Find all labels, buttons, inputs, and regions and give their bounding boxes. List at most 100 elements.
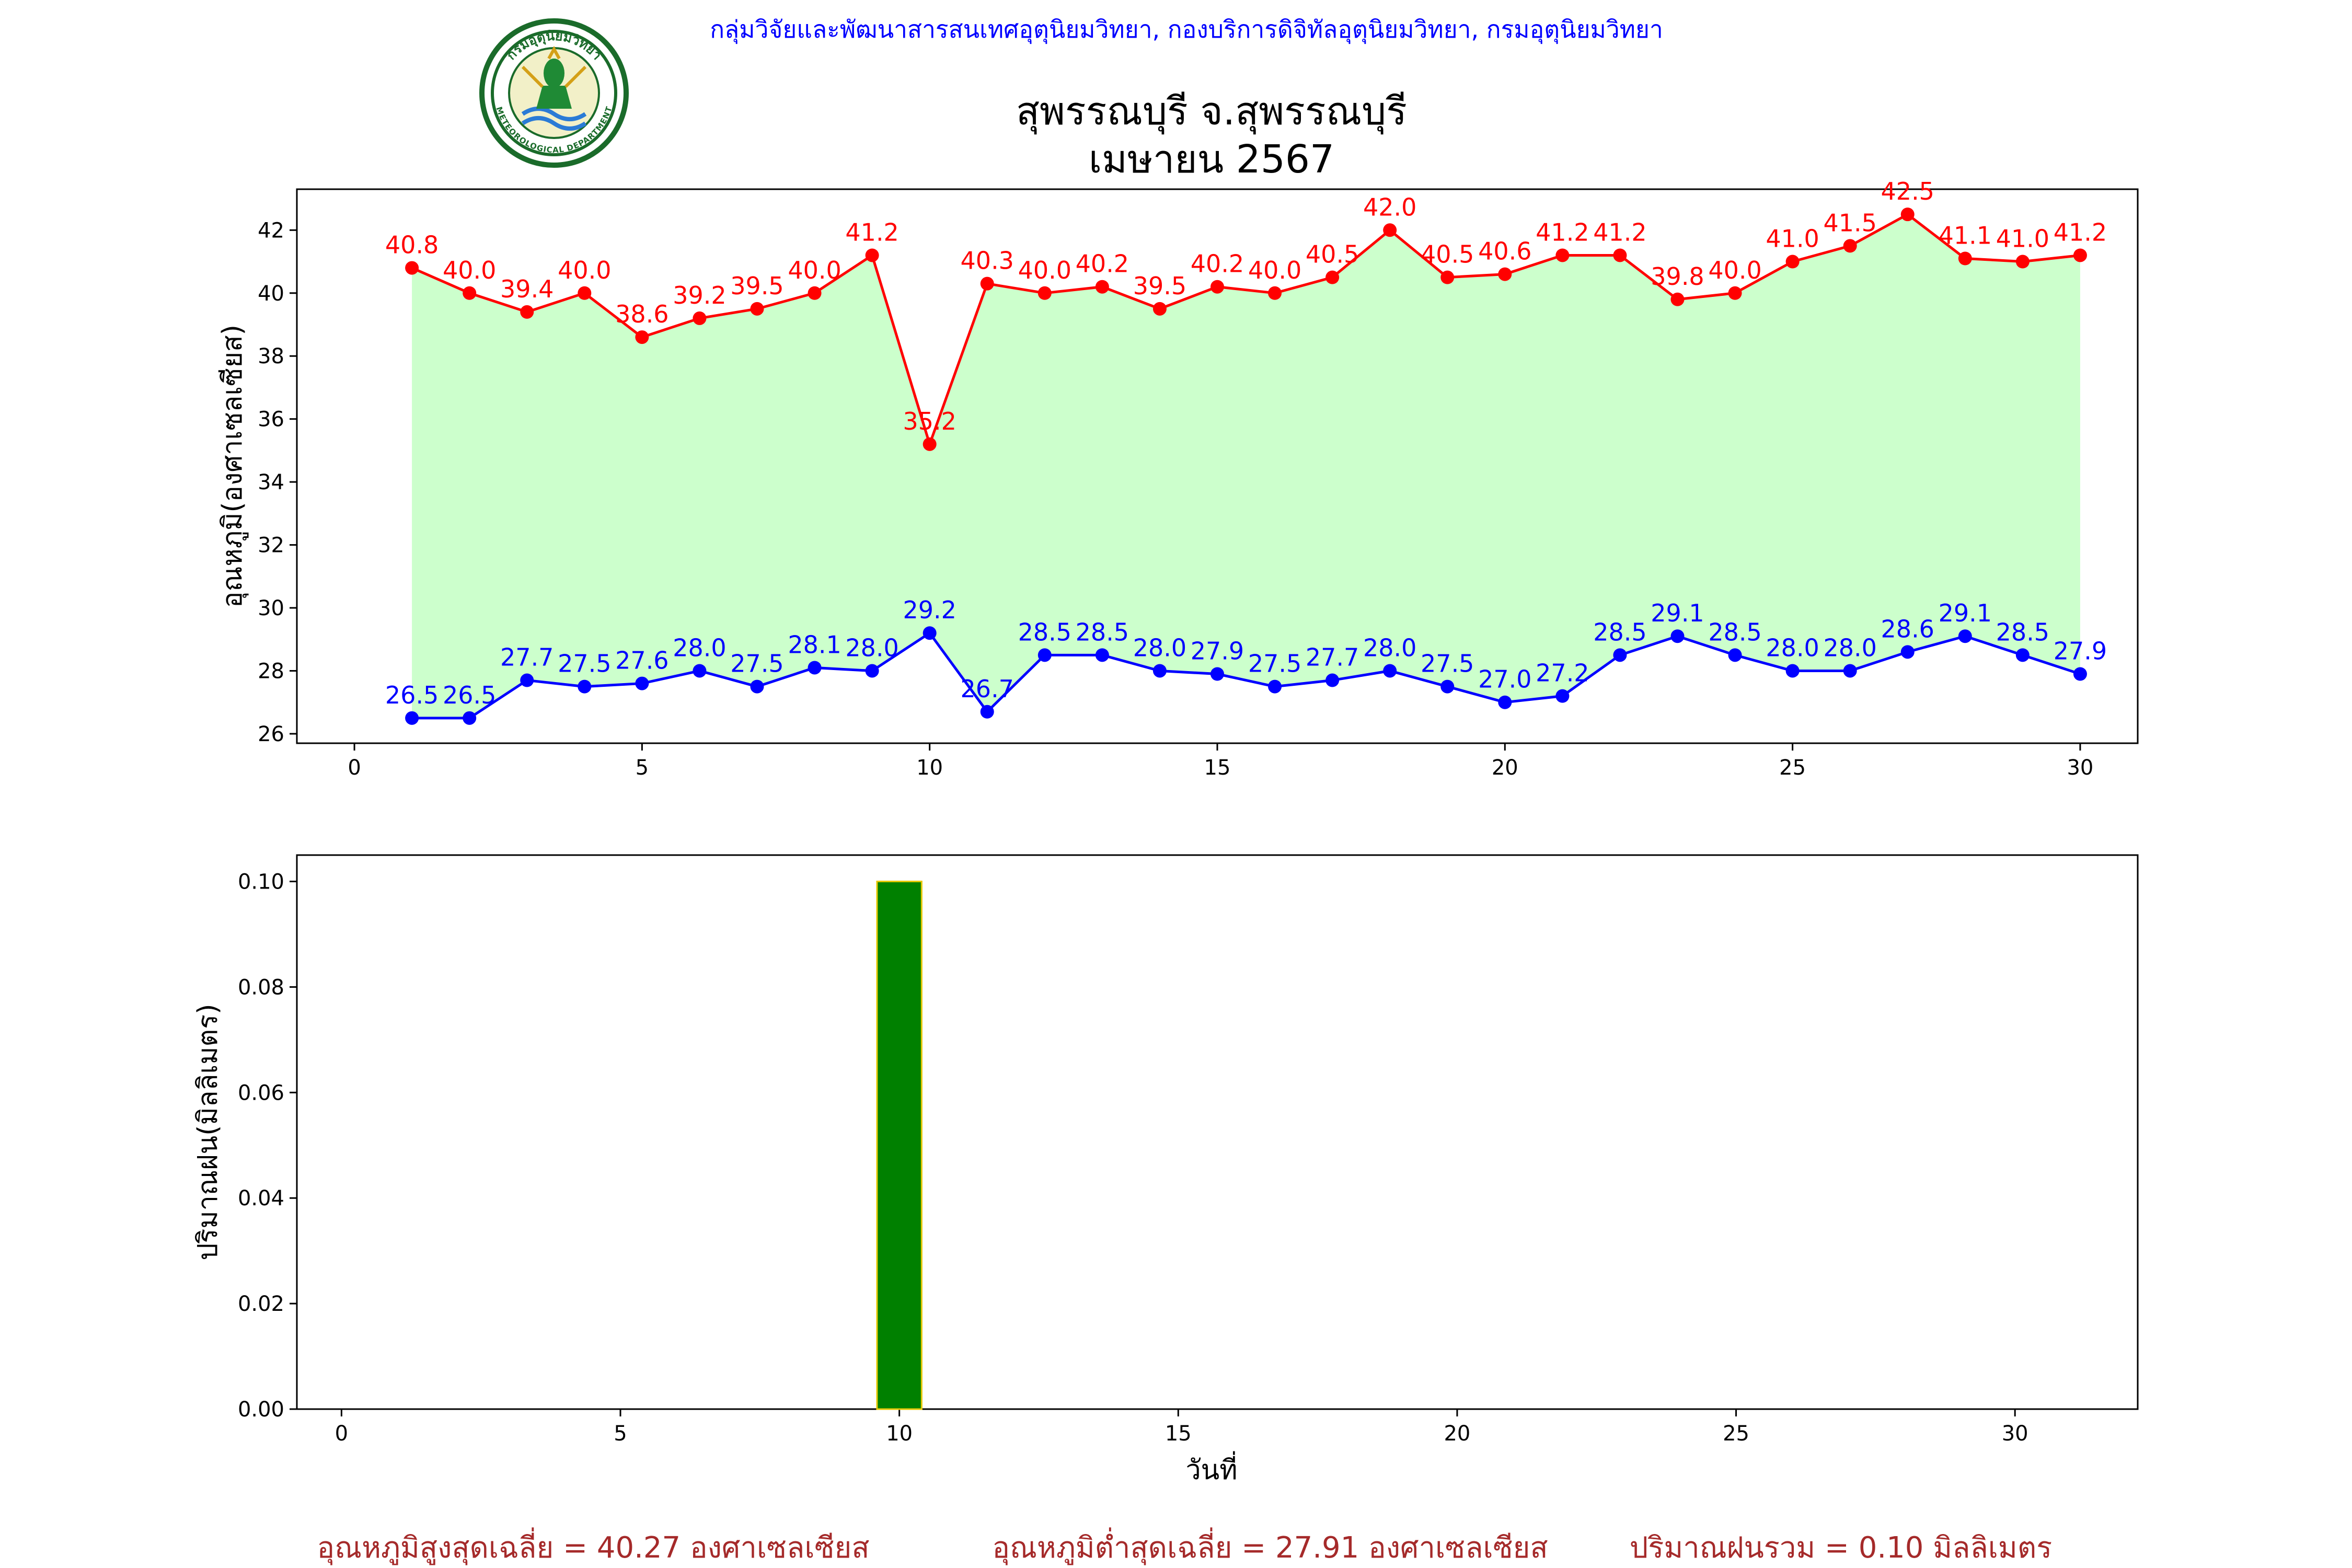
max-temperature-point <box>635 330 649 344</box>
max-temperature-point <box>693 311 707 325</box>
min-temperature-data-label: 28.5 <box>1076 618 1129 646</box>
chart-period-title: เมษายน 2567 <box>1089 137 1334 182</box>
rainfall-y-tick-label: 0.04 <box>238 1186 284 1210</box>
min-temperature-point <box>1958 629 1972 643</box>
min-temperature-data-label: 28.0 <box>1766 633 1819 662</box>
temperature-y-tick-label: 42 <box>258 218 284 243</box>
max-temperature-point <box>2015 255 2030 269</box>
rainfall-y-tick-label: 0.02 <box>238 1292 284 1316</box>
max-temperature-data-label: 40.5 <box>1306 240 1359 269</box>
max-temperature-data-label: 39.5 <box>1133 272 1186 300</box>
min-temperature-data-label: 28.1 <box>788 630 841 659</box>
max-temperature-point <box>578 286 592 300</box>
max-temperature-data-label: 40.5 <box>1421 240 1474 269</box>
total-rainfall: ปริมาณฝนรวม = 0.10 มิลลิเมตร <box>1630 1531 2053 1565</box>
rainfall-y-tick-label: 0.10 <box>238 870 284 894</box>
max-temperature-data-label: 41.0 <box>1996 225 2049 253</box>
min-temperature-data-label: 27.7 <box>1306 643 1359 672</box>
temperature-y-axis-label: อุณหภูมิ(องศาเซลเซียส) <box>217 325 249 608</box>
max-temperature-data-label: 39.2 <box>673 281 726 309</box>
rainfall-y-tick-label: 0.00 <box>238 1398 284 1422</box>
max-temperature-data-label: 40.0 <box>443 256 496 284</box>
min-temperature-data-label: 28.0 <box>1363 633 1416 662</box>
rainfall-x-tick-label: 5 <box>614 1422 627 1446</box>
max-temperature-data-label: 39.5 <box>730 272 783 300</box>
min-temperature-data-label: 27.7 <box>500 643 554 672</box>
min-temperature-data-label: 26.5 <box>443 681 496 709</box>
min-temperature-point <box>1152 664 1167 678</box>
min-temperature-point <box>1900 645 1915 659</box>
min-temperature-point <box>405 711 419 725</box>
max-temperature-point <box>1095 280 1109 294</box>
max-temperature-data-label: 35.2 <box>903 407 956 435</box>
rainfall-x-tick-label: 10 <box>886 1422 913 1446</box>
min-temperature-point <box>923 626 937 640</box>
rainfall-x-tick-label: 15 <box>1165 1422 1192 1446</box>
min-temperature-point <box>750 679 764 694</box>
max-temperature-point <box>980 276 994 291</box>
min-temperature-point <box>2015 648 2030 662</box>
min-temperature-data-label: 29.1 <box>1651 599 1704 627</box>
max-temperature-point <box>1843 239 1857 253</box>
rainfall-bar <box>876 880 923 1410</box>
min-temperature-data-label: 28.0 <box>845 633 898 662</box>
min-temperature-data-label: 27.2 <box>1536 659 1589 687</box>
min-temperature-data-label: 26.5 <box>385 681 439 709</box>
min-temperature-point <box>1440 679 1455 694</box>
min-temperature-data-label: 27.5 <box>1248 650 1301 678</box>
min-temperature-point <box>1613 648 1627 662</box>
min-temperature-point <box>463 711 477 725</box>
max-temperature-point <box>1900 207 1915 222</box>
temperature-y-tick-label: 36 <box>258 408 284 432</box>
temperature-y-tick-label: 32 <box>258 534 284 558</box>
max-temperature-data-label: 40.0 <box>558 256 611 284</box>
rainfall-x-tick-label: 0 <box>335 1422 348 1446</box>
min-temperature-point <box>578 679 592 694</box>
max-temperature-point <box>1728 286 1742 300</box>
min-temperature-data-label: 27.5 <box>558 650 611 678</box>
min-temperature-data-label: 28.0 <box>1823 633 1876 662</box>
temperature-x-tick-label: 5 <box>636 756 649 780</box>
max-temperature-data-label: 40.2 <box>1191 250 1244 278</box>
max-temperature-data-label: 41.2 <box>1536 218 1589 246</box>
max-temperature-point <box>923 437 937 451</box>
min-temperature-point <box>980 705 994 719</box>
rainfall-panel: 0 5 10 15 20 25 30 0.00 0.02 0.04 0.06 0.08 0.10 ปริ… <box>192 854 2139 1486</box>
max-temperature-data-label: 42.0 <box>1363 193 1416 221</box>
min-temperature-data-label: 27.5 <box>1421 650 1474 678</box>
min-temperature-data-label: 28.0 <box>673 633 726 662</box>
min-temperature-point <box>1037 648 1052 662</box>
min-temperature-point <box>1268 679 1282 694</box>
min-temperature-point <box>1843 664 1857 678</box>
rainfall-plot-frame <box>296 854 2139 1410</box>
temperature-x-tick-label: 30 <box>2067 756 2093 780</box>
min-temperature-point <box>1728 648 1742 662</box>
temperature-x-tick-label: 10 <box>916 756 943 780</box>
rainfall-y-tick-label: 0.08 <box>238 975 284 999</box>
max-temperature-point <box>2073 248 2087 262</box>
agency-header: กลุ่มวิจัยและพัฒนาสารสนเทศอุตุนิยมวิทยา,… <box>710 15 1663 44</box>
temperature-y-tick-label: 30 <box>258 596 284 620</box>
min-temperature-point <box>1095 648 1109 662</box>
max-temperature-point <box>808 286 822 300</box>
max-temperature-point <box>1498 267 1512 281</box>
max-temperature-point <box>1670 292 1685 306</box>
max-temperature-data-label: 40.8 <box>385 231 439 259</box>
meteorological-department-logo: กรมอุตุนิยมวิทยา METEOROLOGICAL DEPARTME… <box>479 18 629 168</box>
max-temperature-point <box>463 286 477 300</box>
min-temperature-point <box>1210 667 1224 681</box>
max-temperature-point <box>1555 248 1570 262</box>
min-temperature-data-label: 28.5 <box>1018 618 1071 646</box>
max-temperature-data-label: 41.2 <box>1593 218 1646 246</box>
temperature-range-fill <box>412 214 2080 718</box>
temperature-y-tick-label: 34 <box>258 470 284 494</box>
temperature-x-tick-label: 20 <box>1492 756 1518 780</box>
min-temperature-point <box>865 664 879 678</box>
min-temperature-data-label: 27.6 <box>615 647 668 675</box>
max-temperature-point <box>865 248 879 262</box>
min-temperature-point <box>693 664 707 678</box>
max-temperature-data-label: 41.5 <box>1823 209 1876 237</box>
max-temperature-point <box>1152 302 1167 316</box>
